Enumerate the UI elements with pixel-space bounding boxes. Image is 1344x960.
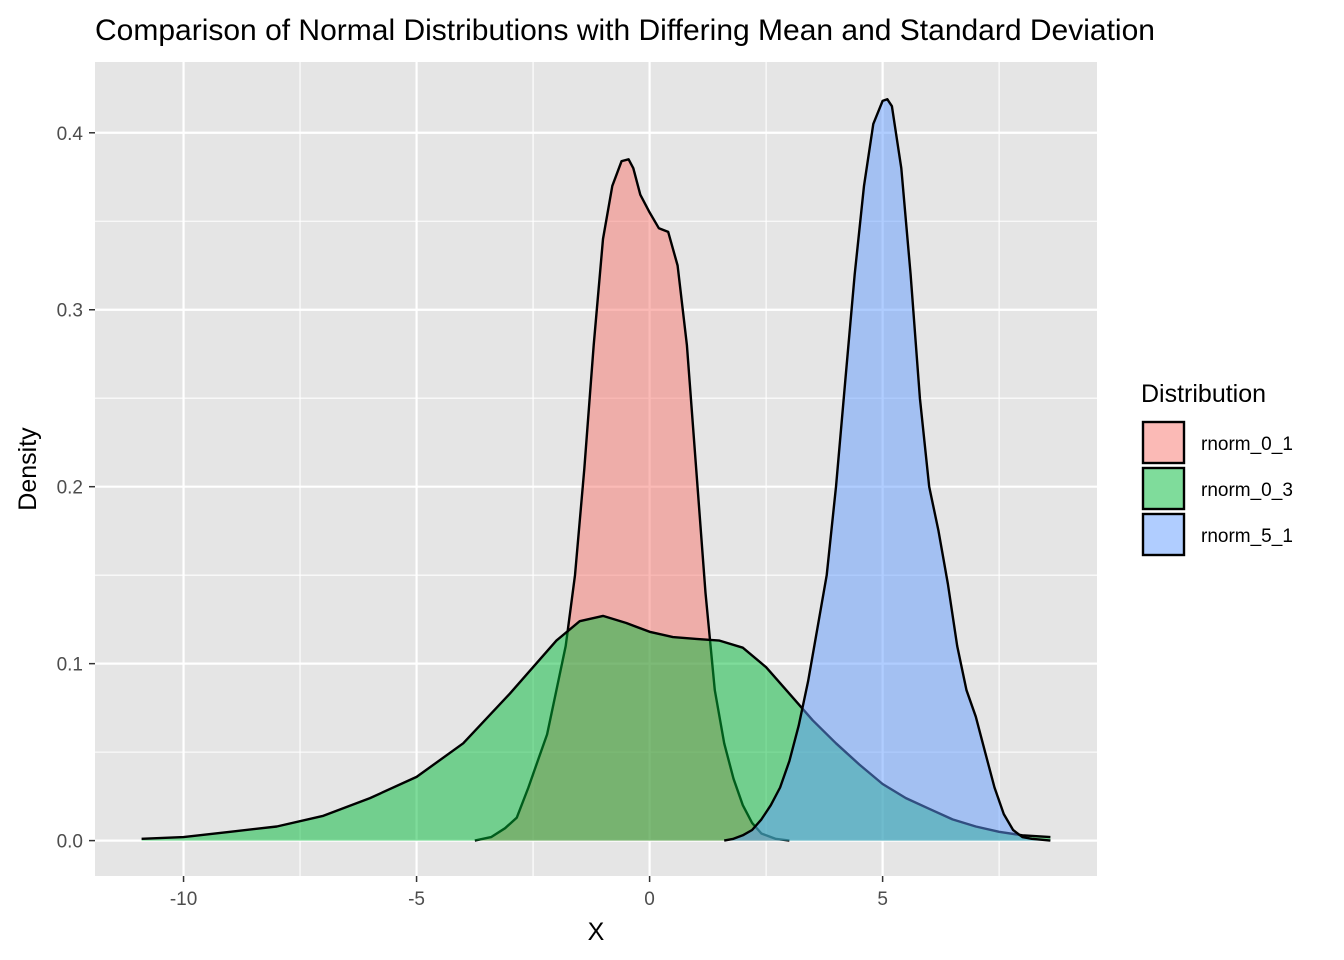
legend-label-rnorm_5_1: rnorm_5_1	[1201, 526, 1293, 547]
density-series-layer	[141, 98, 1051, 842]
legend-swatch-rnorm_0_1	[1141, 420, 1186, 465]
x-tick-label: -10	[170, 889, 197, 910]
y-tick-label: 0.0	[57, 832, 83, 853]
x-tick-label: 0	[644, 889, 655, 910]
y-axis-ticks: 0.0 0.1 0.2 0.3 0.4	[57, 124, 95, 853]
y-tick-label: 0.1	[57, 655, 83, 676]
y-axis-title: Density	[14, 427, 42, 511]
x-axis-title: X	[588, 918, 605, 946]
chart-title: Comparison of Normal Distributions with …	[95, 14, 1155, 47]
legend-label-rnorm_0_3: rnorm_0_3	[1201, 480, 1293, 501]
density-line-rnorm_5_1	[723, 98, 1051, 842]
legend-title: Distribution	[1141, 380, 1266, 408]
legend-swatch-rnorm_0_3	[1141, 466, 1186, 511]
y-tick-label: 0.4	[57, 124, 84, 145]
legend-swatch-rnorm_5_1	[1141, 512, 1186, 557]
legend: Distribution rnorm_0_1 rnorm_0_3 rnorm_5_1	[1141, 380, 1293, 557]
density-area-rnorm_5_1	[724, 99, 1051, 841]
y-tick-label: 0.2	[57, 478, 83, 499]
x-tick-label: -5	[408, 889, 425, 910]
legend-label-rnorm_0_1: rnorm_0_1	[1201, 434, 1293, 455]
y-tick-label: 0.3	[57, 301, 83, 322]
x-tick-label: 5	[877, 889, 888, 910]
x-axis-ticks: -10 -5 0 5	[170, 876, 888, 910]
